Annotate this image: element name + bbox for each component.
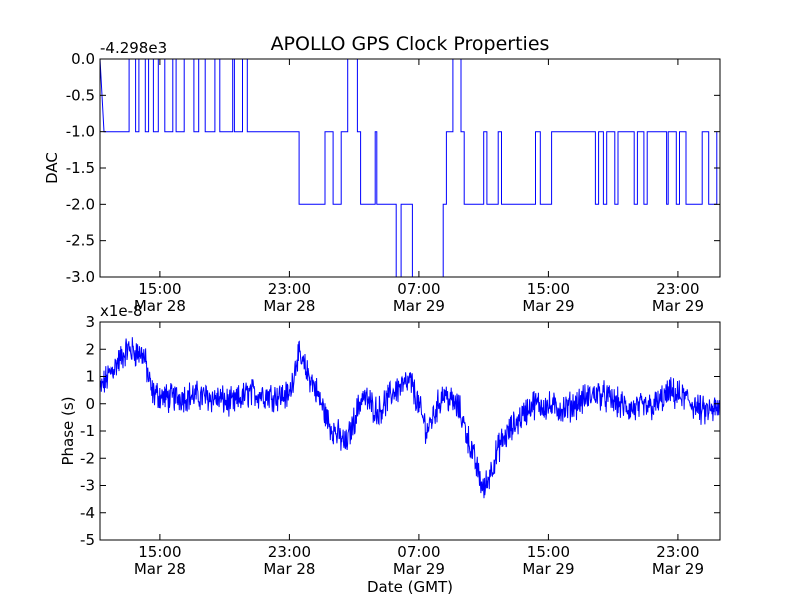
dac-series-line [99,58,718,278]
dac-y-tick-label: -0.5 [66,86,95,104]
phase-series-line [99,337,721,499]
phase-y-tick-label: 2 [85,340,95,358]
dac-x-tick-time: 07:00 [397,280,440,298]
phase-x-tick-time: 23:00 [268,543,311,561]
dac-x-tick-time: 23:00 [268,280,311,298]
phase-y-tick-label: -2 [80,449,95,467]
dac-x-tick-time: 15:00 [527,280,570,298]
dac-x-tick-date: Mar 29 [652,297,704,315]
phase-y-tick-label: 3 [85,313,95,331]
phase-x-tick-date: Mar 29 [652,560,704,578]
phase-x-tick-time: 07:00 [397,543,440,561]
phase-y-tick-label: -5 [80,531,95,549]
phase-x-axis-label: Date (GMT) [367,578,453,596]
phase-y-tick-label: -3 [80,477,95,495]
dac-x-tick-date: Mar 29 [522,297,574,315]
dac-axes: -4.298e3 0.0 -0.5 -1.0 -1.5 -2.0 -2.5 -3.0 15:0… [43,39,721,315]
phase-x-tick-date: Mar 29 [522,560,574,578]
dac-y-axis-label: DAC [43,152,61,184]
dac-x-tick-date: Mar 28 [134,297,186,315]
phase-plot-area [99,337,721,499]
phase-y-axis-label: Phase (s) [59,396,77,465]
dac-y-tick-label: -2.0 [66,195,95,213]
phase-y-tick-label: -1 [80,422,95,440]
dac-x-tick-date: Mar 28 [263,297,315,315]
phase-x-tick-time: 15:00 [138,543,181,561]
dac-y-tick-label: -1.5 [66,159,95,177]
phase-y-tick-label: -4 [80,504,95,522]
dac-x-tick-date: Mar 29 [393,297,445,315]
phase-x-tick-time: 23:00 [656,543,699,561]
dac-plot-area [99,58,718,278]
dac-x-tick-time: 15:00 [138,280,181,298]
phase-x-tick-date: Mar 28 [134,560,186,578]
dac-y-tick-label: -3.0 [66,268,95,286]
dac-y-tick-label: 0.0 [71,50,95,68]
phase-x-tick-date: Mar 28 [263,560,315,578]
chart-title: APOLLO GPS Clock Properties [271,33,550,55]
phase-y-tick-label: 1 [85,368,95,386]
dac-x-tick-time: 23:00 [656,280,699,298]
phase-x-tick-date: Mar 29 [393,560,445,578]
dac-y-tick-label: -1.0 [66,123,95,141]
phase-x-tick-time: 15:00 [527,543,570,561]
dac-y-tick-label: -2.5 [66,232,95,250]
phase-offset-label: x1e-8 [100,302,143,320]
dac-offset-label: -4.298e3 [100,39,167,57]
phase-y-tick-label: 0 [85,395,95,413]
